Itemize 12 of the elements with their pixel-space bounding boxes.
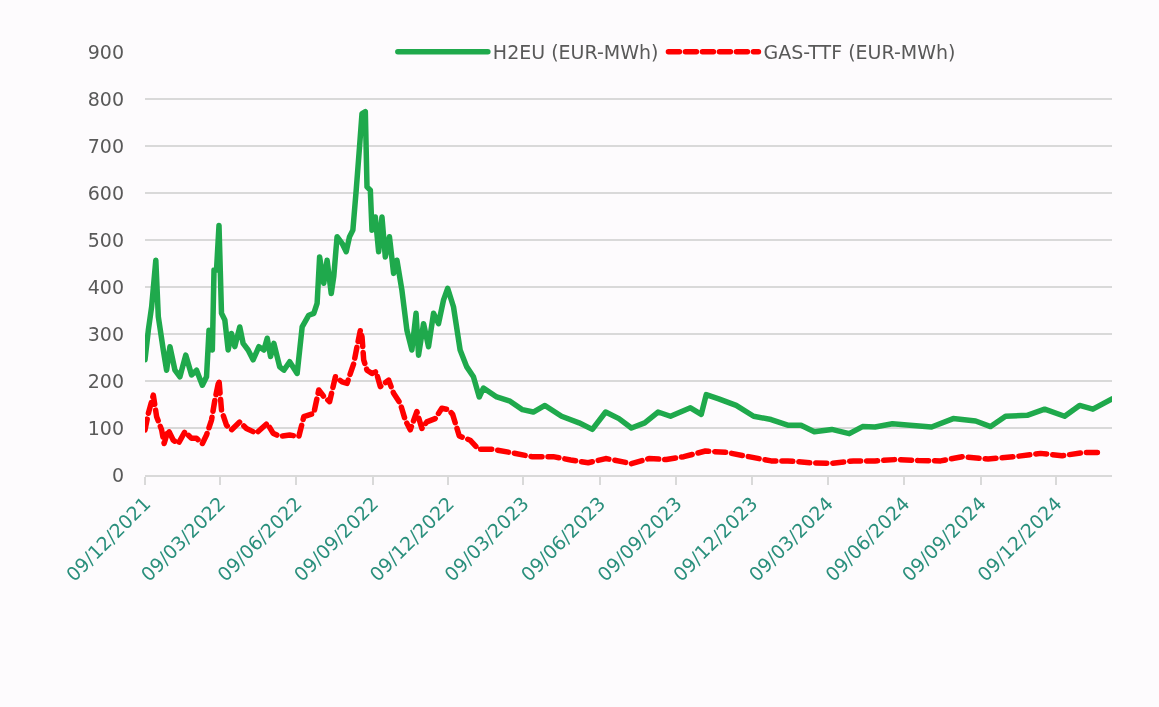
y-tick-label: 500 — [87, 228, 124, 251]
y-tick-label: 200 — [87, 369, 124, 392]
y-tick-label: 100 — [87, 416, 124, 439]
y-tick-label: 700 — [87, 134, 124, 157]
y-tick-label: 0 — [111, 463, 124, 486]
y-tick-label: 600 — [87, 181, 124, 204]
legend-label: GAS-TTF (EUR-MWh) — [763, 41, 956, 64]
y-tick-label: 800 — [87, 87, 124, 110]
y-tick-label: 300 — [87, 322, 124, 345]
y-tick-label: 900 — [87, 40, 124, 63]
legend-label: H2EU (EUR-MWh) — [492, 41, 659, 64]
y-tick-label: 400 — [87, 275, 124, 298]
